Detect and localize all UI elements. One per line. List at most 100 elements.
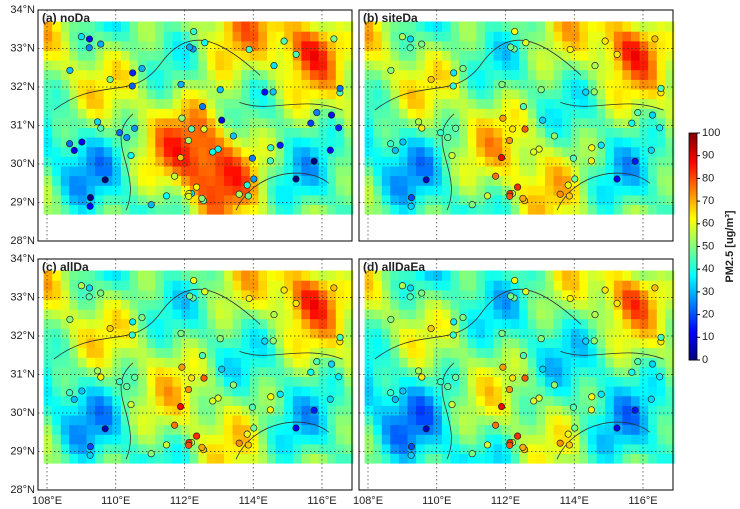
pm25-cell xyxy=(181,117,191,128)
pm25-cell xyxy=(656,318,666,329)
pm25-cell xyxy=(570,69,580,80)
pm25-cell xyxy=(172,204,182,215)
pm25-cell xyxy=(639,69,649,80)
pm25-cell xyxy=(639,165,649,177)
pm25-cell xyxy=(129,108,139,119)
pm25-cell xyxy=(510,165,520,177)
pm25-cell xyxy=(373,309,383,320)
pm25-cell xyxy=(60,395,70,406)
pm25-cell xyxy=(172,318,182,329)
pm25-cell xyxy=(138,318,148,329)
pm25-cell xyxy=(77,88,88,100)
pm25-cell xyxy=(138,386,148,397)
pm25-cell xyxy=(588,31,598,42)
pm25-cell xyxy=(155,88,165,100)
pm25-cell xyxy=(292,98,302,109)
pm25-cell xyxy=(112,386,122,397)
pm25-cell xyxy=(60,434,70,445)
pm25-cell xyxy=(138,270,148,281)
station-dot xyxy=(505,136,514,145)
pm25-cell xyxy=(381,386,391,397)
pm25-cell xyxy=(424,299,434,310)
pm25-cell xyxy=(69,443,79,454)
pm25-cell xyxy=(43,127,53,138)
pm25-cell xyxy=(570,204,580,215)
pm25-cell xyxy=(198,40,208,51)
pm25-cell xyxy=(301,309,311,320)
pm25-cell xyxy=(284,108,294,119)
pm25-cell xyxy=(441,194,452,205)
pm25-cell xyxy=(327,318,337,329)
pm25-cell xyxy=(318,117,328,128)
pm25-cell xyxy=(181,146,191,157)
station-dot xyxy=(521,374,529,382)
station-dot xyxy=(564,430,572,438)
pm25-cell xyxy=(519,165,529,177)
pm25-cell xyxy=(172,69,182,80)
pm25-cell xyxy=(441,108,452,119)
pm25-cell xyxy=(390,289,400,300)
pm25-cell xyxy=(249,79,259,90)
pm25-cell xyxy=(155,69,165,80)
station-dot xyxy=(123,133,131,142)
pm25-cell xyxy=(52,185,62,196)
station-dot xyxy=(97,373,105,381)
pm25-cell xyxy=(364,309,374,320)
pm25-cell xyxy=(502,309,512,320)
pm25-cell xyxy=(562,357,572,368)
station-dot xyxy=(514,432,522,440)
pm25-cell xyxy=(656,69,666,80)
pm25-cell xyxy=(398,40,409,51)
station-dot xyxy=(77,33,85,41)
station-dot xyxy=(571,175,579,183)
pm25-cell xyxy=(232,376,242,387)
pm25-cell xyxy=(249,40,259,51)
pm25-cell xyxy=(596,194,606,205)
pm25-cell xyxy=(129,40,139,51)
pm25-cell xyxy=(335,280,345,291)
pm25-cell xyxy=(398,185,409,196)
pm25-cell xyxy=(648,50,658,61)
pm25-cell xyxy=(467,50,477,61)
pm25-cell xyxy=(613,280,623,291)
pm25-cell xyxy=(129,185,139,196)
pm25-cell xyxy=(639,127,649,138)
lat-tick-label: 33°N xyxy=(10,42,35,54)
pm25-cell xyxy=(390,347,400,358)
pm25-cell xyxy=(241,137,251,148)
pm25-cell xyxy=(605,337,615,349)
pm25-cell xyxy=(510,337,520,349)
pm25-cell xyxy=(215,108,225,119)
pm25-cell xyxy=(373,270,383,281)
pm25-cell xyxy=(181,270,191,281)
pm25-cell xyxy=(224,337,234,349)
station-dot xyxy=(631,157,639,165)
pm25-cell xyxy=(588,98,598,109)
pm25-cell xyxy=(155,318,165,329)
pm25-cell xyxy=(588,376,598,387)
pm25-cell xyxy=(570,127,580,138)
pm25-cell xyxy=(364,270,374,281)
pm25-cell xyxy=(364,424,374,435)
pm25-cell xyxy=(344,328,354,339)
pm25-cell xyxy=(441,146,452,157)
pm25-cell xyxy=(258,156,268,167)
pm25-cell xyxy=(631,31,641,42)
pm25-cell xyxy=(424,79,434,90)
pm25-cell xyxy=(301,40,311,51)
colorbar-segment xyxy=(689,314,697,318)
pm25-cell xyxy=(129,395,139,406)
pm25-cell xyxy=(258,395,268,406)
pm25-cell xyxy=(364,405,374,416)
pm25-cell xyxy=(138,299,148,310)
pm25-cell xyxy=(86,108,96,119)
pm25-cell xyxy=(327,443,337,454)
pm25-cell xyxy=(129,127,139,138)
station-dot xyxy=(177,403,185,411)
pm25-cell xyxy=(310,21,320,32)
pm25-cell xyxy=(335,108,345,119)
station-dot xyxy=(539,116,547,124)
pm25-cell xyxy=(112,270,122,281)
pm25-cell xyxy=(138,79,148,90)
pm25-cell xyxy=(562,146,572,157)
